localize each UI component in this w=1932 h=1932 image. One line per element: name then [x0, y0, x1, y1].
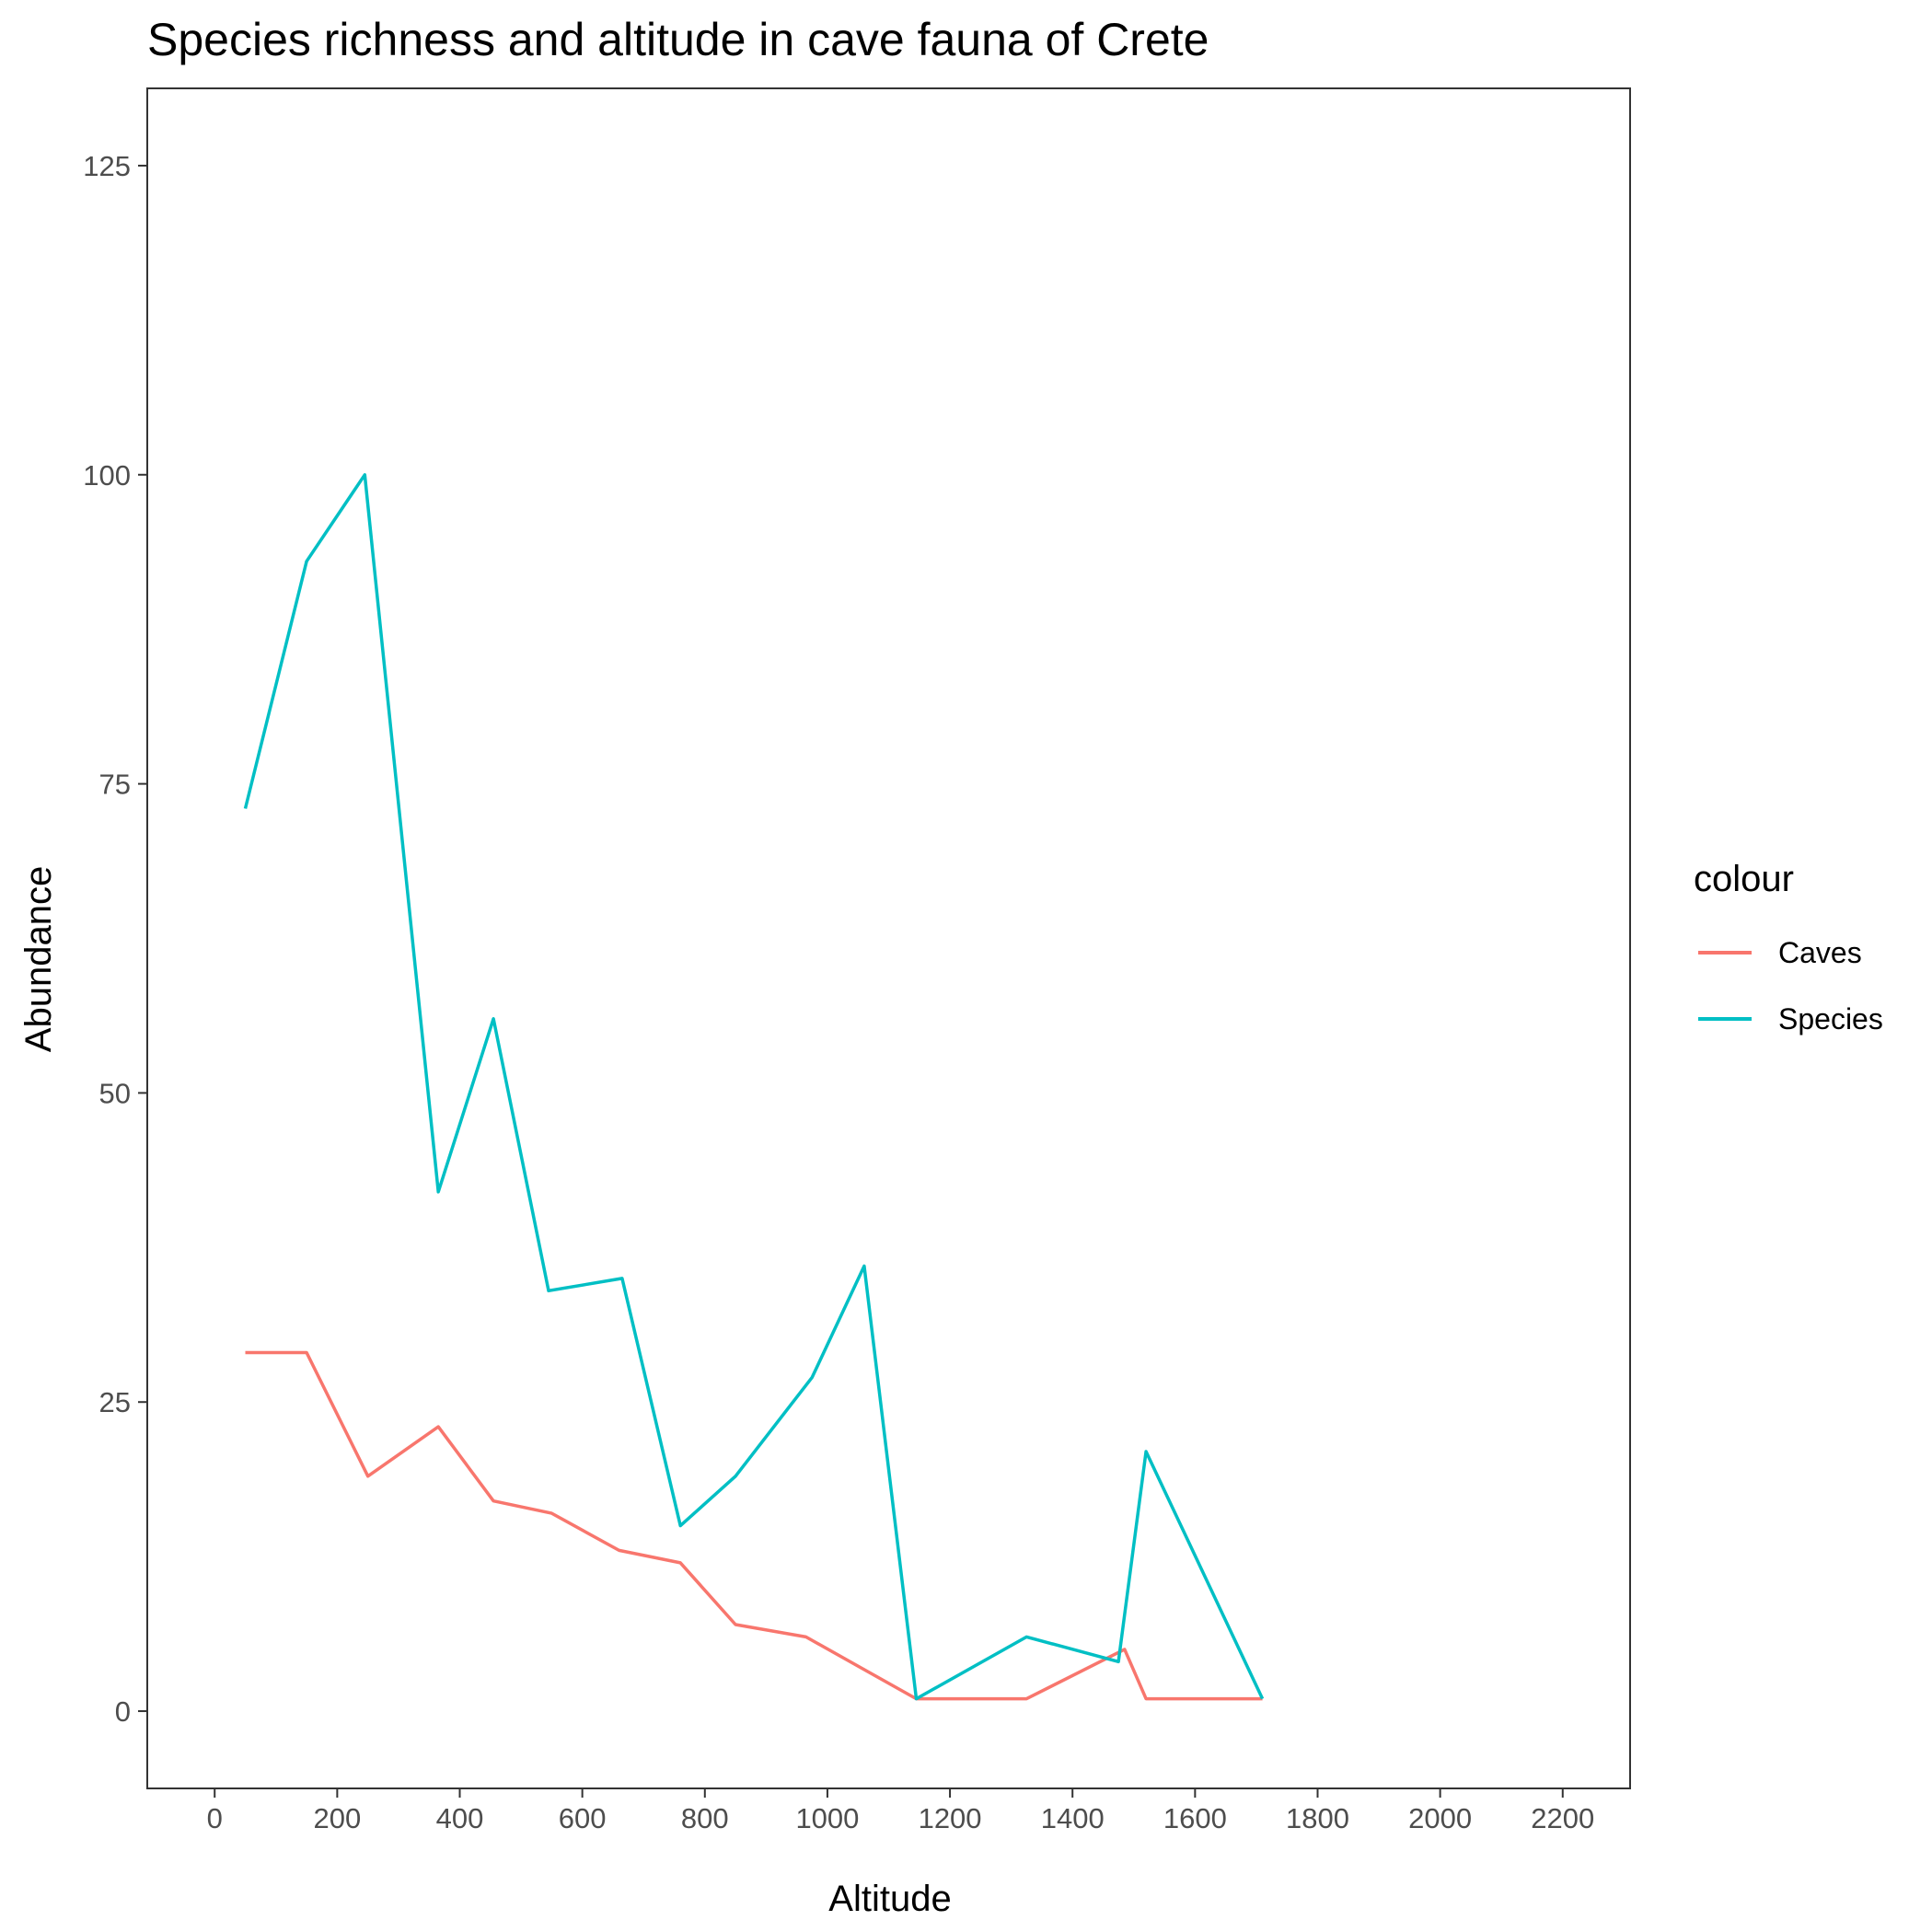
y-tick-label: 125: [83, 150, 131, 182]
legend-item-species: Species: [1698, 1002, 1883, 1035]
panel-border: [146, 87, 1631, 1789]
y-tick-label: 50: [99, 1077, 131, 1109]
legend-label: Species: [1778, 1002, 1883, 1035]
x-tick-label: 2200: [1531, 1802, 1594, 1834]
x-tick-label: 800: [681, 1802, 729, 1834]
y-tick-label: 100: [83, 459, 131, 492]
x-tick-label: 1800: [1286, 1802, 1349, 1834]
x-tick-label: 2000: [1408, 1802, 1472, 1834]
chart-title: Species richness and altitude in cave fa…: [147, 14, 1209, 65]
plot-panel: [146, 87, 1631, 1789]
x-tick-label: 1600: [1163, 1802, 1227, 1834]
legend-title: colour: [1694, 859, 1794, 899]
legend-items: Caves Species: [1698, 936, 1883, 1035]
x-tick-label: 1400: [1041, 1802, 1105, 1834]
y-axis: 0 25 50 75 100 125: [83, 150, 147, 1728]
y-tick-label: 75: [99, 769, 131, 801]
legend: colour Caves Species: [1694, 859, 1883, 1035]
series-layer: [243, 473, 1265, 1701]
legend-label: Caves: [1778, 936, 1862, 969]
x-tick-label: 0: [207, 1802, 223, 1834]
panel-background: [147, 88, 1630, 1788]
x-tick-label: 200: [314, 1802, 362, 1834]
x-tick-label: 600: [559, 1802, 607, 1834]
x-axis-title: Altitude: [828, 1879, 951, 1919]
series-line-caves: [245, 1350, 1263, 1701]
y-tick-label: 0: [115, 1695, 131, 1728]
x-axis: 0 200 400 600 800 1000 1200 1400 1600 1800 2000 220…: [207, 1788, 1594, 1834]
x-tick-label: 1200: [919, 1802, 982, 1834]
x-tick-label: 1000: [795, 1802, 859, 1834]
y-tick-label: 25: [99, 1386, 131, 1418]
legend-item-caves: Caves: [1698, 936, 1862, 969]
series-line-species: [243, 473, 1265, 1701]
x-tick-label: 400: [436, 1802, 484, 1834]
y-axis-title: Abundance: [18, 866, 59, 1052]
